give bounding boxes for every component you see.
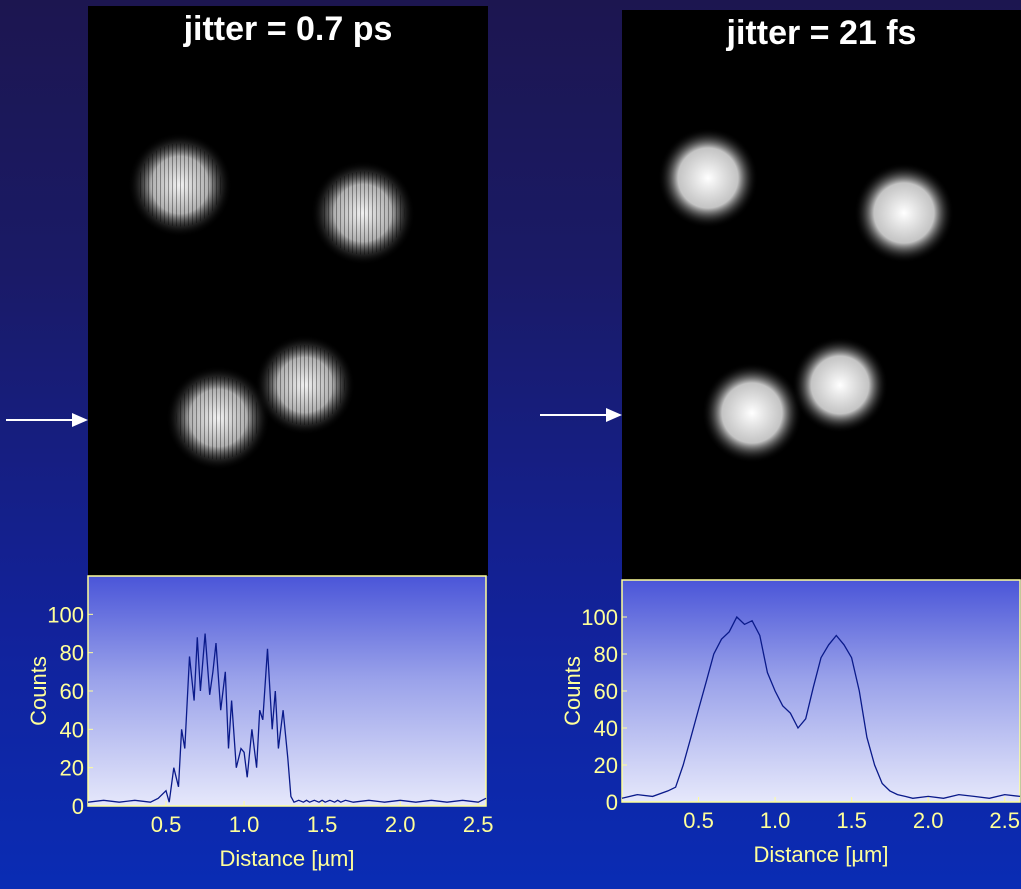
x-tick-label: 0.5 [151, 812, 182, 837]
light-spot [658, 128, 758, 228]
series-line [87, 633, 487, 804]
y-tick-label: 0 [72, 794, 84, 819]
right-profile-plot: 0 20 40 60 80 100 0.5 1.0 1.5 2.0 2.5 Distance [µm]… [560, 579, 1021, 867]
y-tick-label: 100 [47, 602, 84, 627]
x-tick-label: 2.5 [989, 808, 1020, 833]
y-tick-label: 20 [594, 753, 618, 778]
y-tick-label: 20 [60, 756, 84, 781]
x-tick-label: 2.0 [385, 812, 416, 837]
x-axis-label: Distance [µm] [220, 846, 355, 871]
light-spot [792, 337, 888, 433]
spot-stripes [138, 143, 222, 227]
y-axis-label: Counts [26, 656, 51, 726]
right-camera-image: jitter = 21 fs [622, 10, 1021, 580]
x-tick-label: 1.5 [307, 812, 338, 837]
left-arrow [6, 413, 88, 427]
y-tick-label: 40 [60, 717, 84, 742]
spot-stripes [321, 171, 405, 255]
y-tick-label: 80 [60, 641, 84, 666]
left-profile-plot: 0 20 40 60 80 100 0.5 1.0 1.5 2.0 2.5 Distance [µm]… [26, 575, 494, 871]
x-tick-label: 0.5 [683, 808, 714, 833]
y-tick-label: 60 [594, 679, 618, 704]
right-title: jitter = 21 fs [726, 14, 917, 52]
left-image-svg [128, 133, 415, 470]
spot-stripes [265, 345, 345, 425]
y-tick-label: 0 [606, 790, 618, 815]
right-image-svg [658, 128, 954, 463]
series-line [621, 615, 1021, 799]
y-axis-label: Counts [560, 656, 585, 726]
y-tick-label: 40 [594, 716, 618, 741]
light-spot [854, 163, 954, 263]
right-arrow [540, 408, 622, 422]
x-tick-label: 2.0 [913, 808, 944, 833]
y-tick-label: 100 [581, 605, 618, 630]
left-title: jitter = 0.7 ps [183, 10, 393, 48]
left-camera-image: jitter = 0.7 ps [88, 6, 488, 576]
x-tick-label: 1.0 [229, 812, 260, 837]
plot-area [87, 575, 487, 807]
x-tick-label: 1.5 [836, 808, 867, 833]
y-tick-label: 60 [60, 679, 84, 704]
x-axis-label: Distance [µm] [754, 842, 889, 867]
y-tick-label: 80 [594, 642, 618, 667]
x-tick-label: 1.0 [760, 808, 791, 833]
spot-stripes [176, 376, 260, 460]
plot-area [621, 579, 1021, 803]
light-spot [702, 363, 802, 463]
x-tick-label: 2.5 [463, 812, 494, 837]
